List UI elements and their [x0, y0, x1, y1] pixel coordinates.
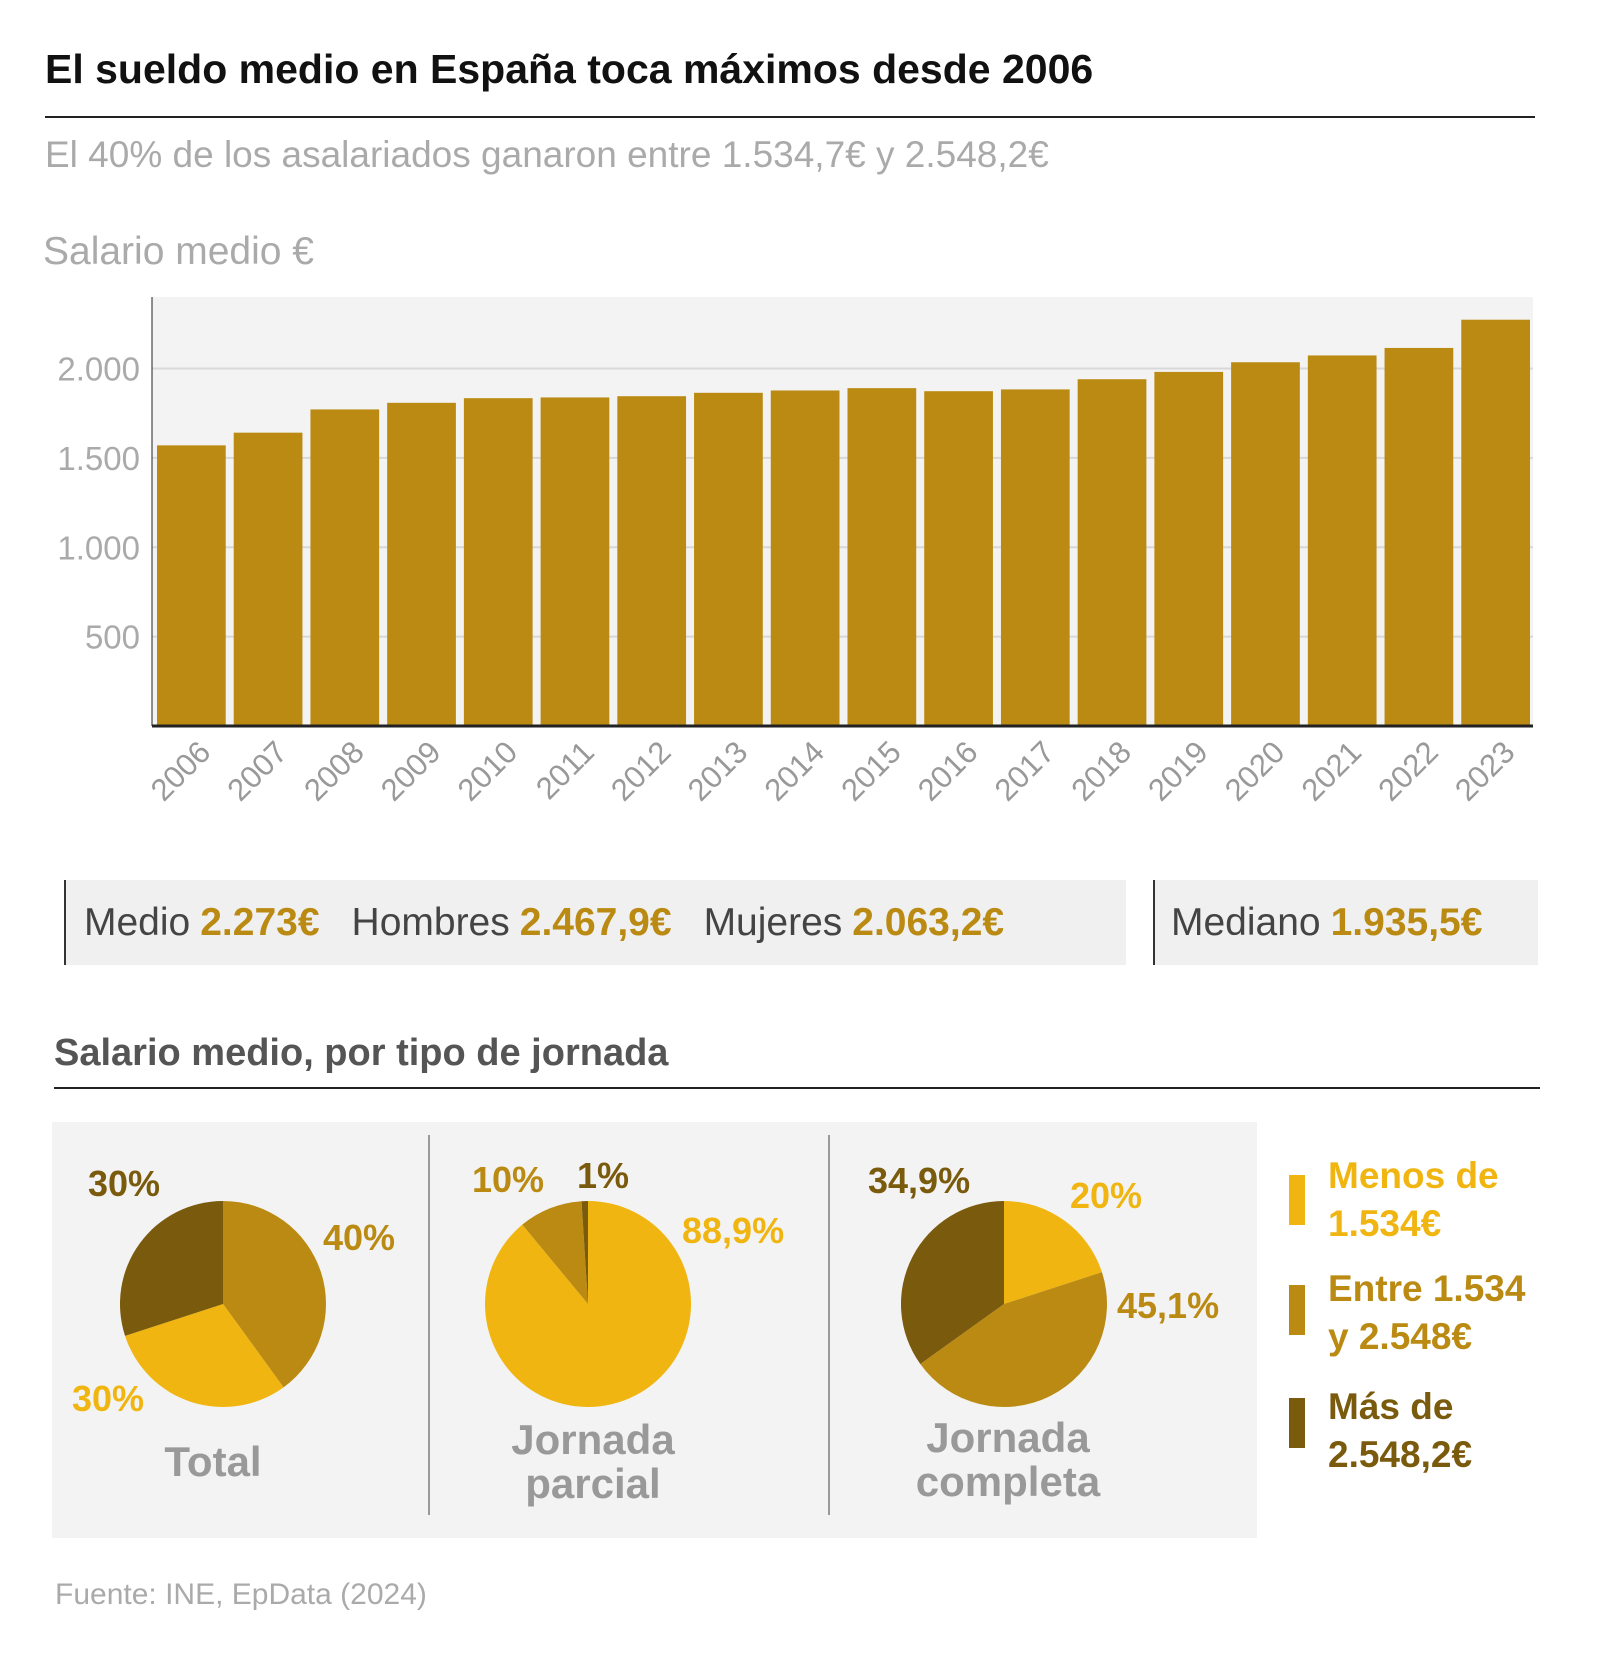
legend-text: 2.548,2€: [1328, 1434, 1473, 1475]
title-divider: [45, 116, 1535, 118]
pie-label: 30%: [72, 1378, 145, 1419]
pie-slice: [125, 1304, 284, 1407]
pie-slice: [1004, 1201, 1102, 1304]
pie-slice: [920, 1272, 1107, 1407]
bar-2010: [463, 398, 533, 726]
bar-2018: [1077, 379, 1147, 726]
pie-title-line: completa: [915, 1458, 1101, 1505]
hombres-value: 2.467,9€: [519, 900, 672, 944]
pie-title-total: Total: [164, 1438, 262, 1485]
y-tick-label: 500: [85, 619, 140, 656]
pie-label: 30%: [88, 1163, 161, 1204]
pie-title-parcial: Jornada parcial: [443, 1418, 743, 1506]
source-footer: Fuente: INE, EpData (2024): [55, 1578, 427, 1611]
subtitle: El 40% de los asalariados ganaron entre …: [45, 134, 1049, 175]
legend-item: Menos de 1.534€: [1328, 1152, 1499, 1248]
bar-2016: [924, 391, 993, 726]
pie-label: 34,9%: [868, 1160, 971, 1201]
pie-title-line: Jornada: [926, 1414, 1090, 1461]
pie-slice: [522, 1201, 588, 1304]
pie-slice: [119, 1201, 223, 1336]
legend-text: Más de: [1328, 1386, 1454, 1427]
section-divider: [54, 1087, 1540, 1089]
pie-label: 1%: [577, 1155, 630, 1196]
y-axis-label: Salario medio €: [43, 230, 314, 273]
pie-title-completa: Jornada completa: [858, 1416, 1158, 1504]
bar-2013: [694, 392, 763, 726]
divider: [428, 1135, 430, 1515]
medio-label: Medio: [84, 900, 191, 944]
bar-2020: [1231, 362, 1300, 726]
pie-slice: [223, 1201, 327, 1388]
bar-2021: [1307, 355, 1377, 726]
legend-swatch: [1289, 1175, 1305, 1225]
pie-slice: [581, 1201, 588, 1304]
bar-2022: [1384, 347, 1454, 726]
bar-2009: [387, 402, 456, 726]
pie-label: 45,1%: [1117, 1285, 1220, 1326]
pie-slice: [901, 1201, 1004, 1365]
bar-2014: [770, 390, 840, 726]
legend-swatch: [1289, 1285, 1305, 1335]
y-tick-label: 2.000: [57, 351, 140, 388]
mujeres-value: 2.063,2€: [852, 900, 1005, 944]
stats-box-median: Mediano 1.935,5€: [1153, 880, 1538, 965]
legend-swatch: [1289, 1398, 1305, 1448]
pie-label: 10%: [472, 1159, 545, 1200]
mediano-value: 1.935,5€: [1330, 900, 1483, 944]
bar-2023: [1461, 319, 1530, 726]
bar-2015: [847, 388, 917, 726]
section-title: Salario medio, por tipo de jornada: [54, 1032, 669, 1074]
stats-box-averages: Medio 2.273€ Hombres 2.467,9€ Mujeres 2.063…: [64, 880, 1126, 965]
mediano-label: Mediano: [1171, 900, 1321, 944]
bar-2007: [233, 432, 303, 726]
pie-label: 40%: [323, 1217, 396, 1258]
pie-label: 88,9%: [682, 1210, 785, 1251]
bar-2006: [157, 445, 226, 726]
pie-title-line: Jornada: [511, 1416, 675, 1463]
medio-value: 2.273€: [200, 900, 320, 944]
hombres-label: Hombres: [351, 900, 510, 944]
page-title: El sueldo medio en España toca máximos d…: [45, 46, 1094, 92]
legend-text: Entre 1.534: [1328, 1268, 1526, 1309]
y-tick-label: 1.500: [57, 440, 140, 477]
bar-2017: [1000, 389, 1070, 726]
bar-2012: [617, 396, 687, 726]
pie-title-line: parcial: [525, 1460, 661, 1507]
mujeres-label: Mujeres: [703, 900, 843, 944]
legend-text: y 2.548€: [1328, 1316, 1473, 1357]
bar-2019: [1154, 371, 1224, 726]
bar-2008: [310, 409, 380, 726]
y-tick-label: 1.000: [57, 529, 140, 566]
divider: [828, 1135, 830, 1515]
legend-text: Menos de: [1328, 1155, 1499, 1196]
bar-2011: [540, 397, 610, 726]
pie-label: 20%: [1070, 1175, 1143, 1216]
legend-item: Más de 2.548,2€: [1328, 1383, 1472, 1479]
legend-text: 1.534€: [1328, 1203, 1442, 1244]
legend-item: Entre 1.534 y 2.548€: [1328, 1265, 1525, 1361]
